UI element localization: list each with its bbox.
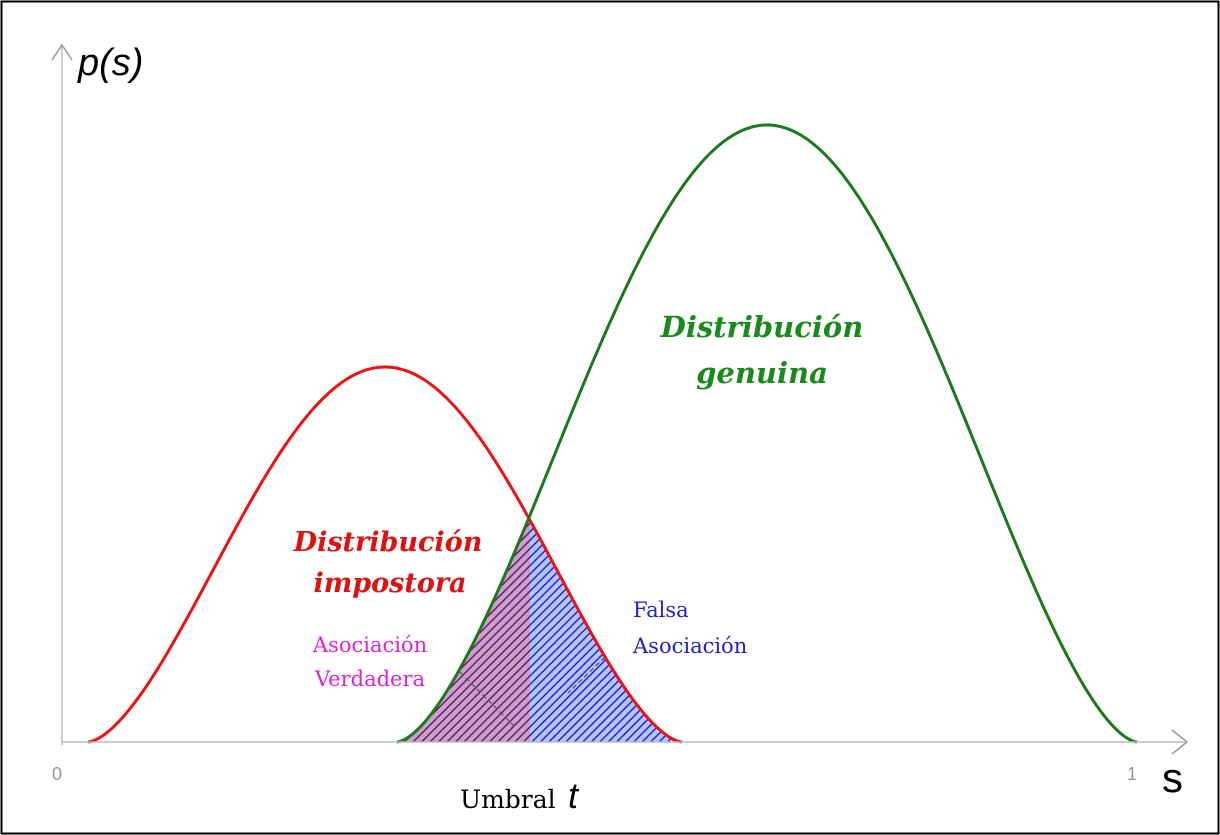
threshold-label: Umbral [460, 785, 556, 814]
impostor-label: impostora [313, 568, 466, 599]
impostor-curve [87, 365, 683, 744]
plot [87, 123, 1138, 744]
y-arrow [51, 43, 73, 61]
leader-line [567, 656, 606, 694]
true-match-label: Verdadera [314, 667, 425, 691]
genuine-curve [396, 123, 1138, 744]
x-arrow [1171, 729, 1189, 755]
threshold-symbol: t [568, 775, 580, 816]
false-match-label: Asociación [632, 634, 747, 658]
genuine-label: genuina [696, 356, 828, 390]
false-match-label: Falsa [633, 598, 689, 622]
x-end: 1 [1127, 764, 1137, 784]
y-label: p(s) [77, 42, 143, 84]
true-match-region [397, 518, 530, 742]
genuine-label: Distribución [660, 310, 864, 344]
impostor-label: Distribución [293, 527, 483, 558]
x-label: s [1162, 754, 1183, 801]
x-start: 0 [52, 764, 62, 784]
leader-line [459, 671, 516, 728]
false-match-region [530, 520, 680, 742]
true-match-label: Asociación [312, 633, 427, 657]
